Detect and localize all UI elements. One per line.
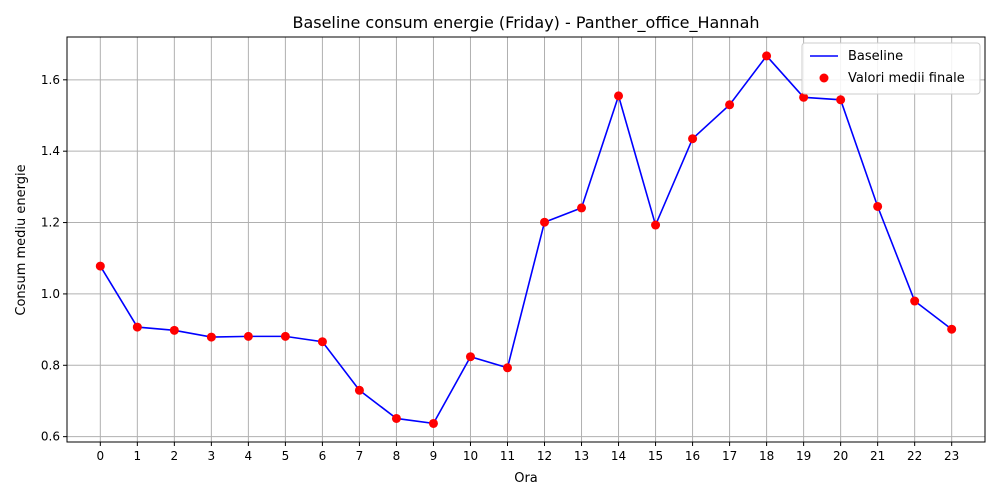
legend-dot-swatch [819, 73, 829, 83]
data-point [910, 296, 920, 306]
data-point [836, 95, 846, 105]
grid [67, 37, 985, 442]
data-point [391, 413, 401, 423]
x-tick-label: 12 [537, 449, 552, 463]
x-tick-label: 18 [759, 449, 774, 463]
x-tick-label: 7 [356, 449, 364, 463]
x-tick-label: 13 [574, 449, 589, 463]
x-tick-label: 10 [463, 449, 478, 463]
y-tick-label: 0.6 [41, 430, 60, 444]
data-point [799, 92, 809, 102]
data-point [502, 363, 512, 373]
data-point [465, 352, 475, 362]
x-tick-label: 23 [944, 449, 959, 463]
x-tick-label: 2 [171, 449, 179, 463]
x-tick-label: 16 [685, 449, 700, 463]
x-tick-label: 15 [648, 449, 663, 463]
y-tick-label: 1.4 [41, 144, 60, 158]
y-tick-label: 0.8 [41, 358, 60, 372]
series-baseline [99, 54, 953, 425]
x-tick-label: 11 [500, 449, 515, 463]
plot-frame [66, 36, 986, 443]
y-axis-label: Consum mediu energie [14, 164, 29, 315]
data-point [947, 324, 957, 334]
x-tick-label: 19 [796, 449, 811, 463]
x-tick-label: 21 [870, 449, 885, 463]
data-point [651, 220, 661, 230]
x-tick-label: 4 [245, 449, 253, 463]
legend: Baseline Valori medii finale [801, 42, 981, 95]
legend-entry-baseline: Baseline [848, 49, 903, 64]
x-tick-label: 22 [907, 449, 922, 463]
data-point [206, 332, 216, 342]
x-tick-label: 3 [208, 449, 216, 463]
data-point [688, 134, 698, 144]
data-point [243, 331, 253, 341]
x-tick-label: 20 [833, 449, 848, 463]
data-point [873, 201, 883, 211]
x-axis-ticks: 0 1 2 3 4 5 6 7 8 9 10 11 12 13 14 15 16 17 18 19 20 21 22 23 [96, 442, 959, 463]
data-point [169, 325, 179, 335]
y-tick-label: 1.2 [41, 216, 60, 230]
series-valori-medii-finale [95, 51, 957, 428]
x-tick-label: 14 [611, 449, 626, 463]
x-axis-label: Ora [514, 471, 538, 486]
data-point [762, 51, 772, 61]
legend-box [801, 42, 981, 95]
baseline-line [99, 54, 953, 425]
chart-title: Baseline consum energie (Friday) - Panth… [292, 13, 759, 33]
data-point [95, 261, 105, 271]
data-point [354, 385, 364, 395]
x-tick-label: 9 [430, 449, 438, 463]
data-point [132, 322, 142, 332]
legend-entry-valori-medii-finale: Valori medii finale [848, 71, 965, 86]
y-axis-ticks: 0.6 0.8 1.0 1.2 1.4 1.6 [41, 73, 67, 444]
x-tick-label: 6 [319, 449, 327, 463]
data-point [428, 418, 438, 428]
x-tick-label: 17 [722, 449, 737, 463]
y-tick-label: 1.6 [41, 73, 60, 87]
x-tick-label: 0 [96, 449, 104, 463]
data-point [540, 217, 550, 227]
x-tick-label: 8 [393, 449, 401, 463]
data-point [614, 91, 624, 101]
data-point [725, 100, 735, 110]
x-tick-label: 1 [134, 449, 142, 463]
data-point [280, 331, 290, 341]
x-tick-label: 5 [282, 449, 290, 463]
data-point [577, 203, 587, 213]
data-point [317, 337, 327, 347]
y-tick-label: 1.0 [41, 287, 60, 301]
